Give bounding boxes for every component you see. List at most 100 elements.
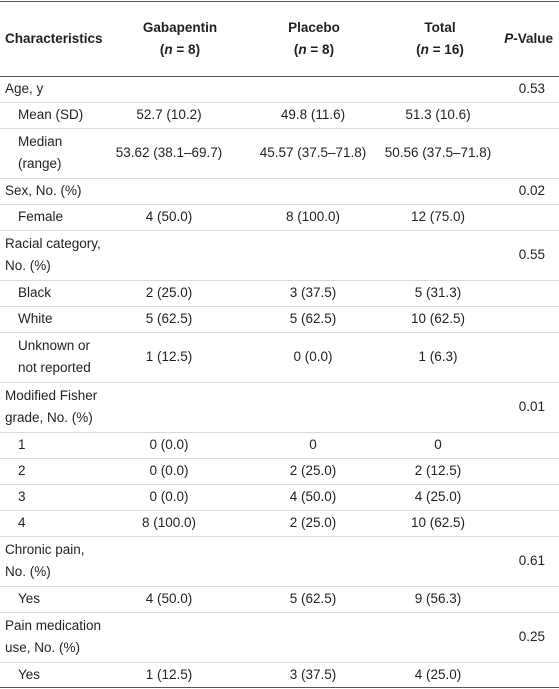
value-cell: 49.8 (11.6) <box>223 102 403 128</box>
value-cell: 50.56 (37.5–71.8) <box>348 128 528 178</box>
text: 5 (31.3) <box>414 285 462 300</box>
value-cell: 4 (25.0) <box>348 662 528 688</box>
value-cell: 12 (75.0) <box>348 204 528 230</box>
row-rule <box>0 662 559 663</box>
row-rule <box>0 382 559 383</box>
text: Modified Fisher <box>5 388 98 403</box>
text: 50.56 (37.5–71.8) <box>384 145 492 160</box>
row-label: Female <box>18 204 63 230</box>
text: 45.57 (37.5–71.8) <box>259 145 367 160</box>
text: 1 (6.3) <box>418 349 458 364</box>
text: 52.7 (10.2) <box>136 107 202 122</box>
value-cell: 1 (6.3) <box>348 332 528 382</box>
table-row: 1 0 (0.0) 0 0 <box>0 432 559 458</box>
row-rule <box>0 432 559 433</box>
text: = 16) <box>428 42 464 57</box>
table-row: Sex, No. (%) 0.02 <box>0 178 559 204</box>
bottom-rule <box>0 687 559 688</box>
text: -Value <box>513 31 553 46</box>
value-cell: 2 (12.5) <box>348 458 528 484</box>
label-line: Median <box>18 131 62 153</box>
text: 4 (50.0) <box>145 209 193 224</box>
table-row: Female 4 (50.0) 8 (100.0) 12 (75.0) <box>0 204 559 230</box>
text: not reported <box>18 360 91 375</box>
text: 4 (25.0) <box>414 489 462 504</box>
text: 5 (62.5) <box>289 311 337 326</box>
value-cell: 0 (0.0) <box>223 332 403 382</box>
row-rule <box>0 536 559 537</box>
row-rule <box>0 458 559 459</box>
header-cell: Total (n = 16) <box>350 4 530 74</box>
text: Placebo <box>288 20 340 35</box>
value-cell: 0 <box>223 432 403 458</box>
text: No. (%) <box>5 564 51 579</box>
label-line: Female <box>18 206 63 228</box>
p-value: 0.25 <box>519 612 545 662</box>
p-value: 0.01 <box>519 382 545 432</box>
row-rule <box>0 484 559 485</box>
value-cell: 4 (50.0) <box>79 204 259 230</box>
text: 10 (62.5) <box>410 515 466 530</box>
value-cell: 1 (12.5) <box>79 662 259 688</box>
p-value: 0.55 <box>519 230 545 280</box>
text: 2 <box>18 463 26 478</box>
label-line: White <box>18 308 53 330</box>
row-label: Yes <box>18 662 40 688</box>
text: P <box>504 31 514 46</box>
text: Unknown or <box>18 338 91 353</box>
text: Pain medication <box>5 618 102 633</box>
label-line: use, No. (%) <box>5 637 80 659</box>
text: 3 (37.5) <box>289 285 337 300</box>
text: 10 (62.5) <box>410 311 466 326</box>
value-cell: 45.57 (37.5–71.8) <box>223 128 403 178</box>
text: Black <box>18 285 52 300</box>
text: 0 <box>434 437 442 452</box>
top-rule <box>0 1 559 2</box>
header-cell: Gabapentin (n = 8) <box>90 4 270 74</box>
value-cell: 5 (62.5) <box>223 306 403 332</box>
label-line: Racial category, <box>5 233 101 255</box>
text: Chronic pain, <box>5 542 85 557</box>
text: = 8) <box>172 42 201 57</box>
label-line: Yes <box>18 664 40 686</box>
text: 3 <box>18 489 26 504</box>
text: 0 (0.0) <box>149 437 189 452</box>
table-row: White 5 (62.5) 5 (62.5) 10 (62.5) <box>0 306 559 332</box>
header-cell: Characteristics <box>5 4 103 74</box>
value-cell: 8 (100.0) <box>223 204 403 230</box>
text: Mean (SD) <box>18 107 84 122</box>
label-line: 4 <box>18 512 26 534</box>
text: n <box>420 42 429 57</box>
header-cell: Placebo (n = 8) <box>224 4 404 74</box>
text: 53.62 (38.1–69.7) <box>115 145 223 160</box>
text: Yes <box>18 591 41 606</box>
label-line: Chronic pain, <box>5 539 85 561</box>
header-row: Characteristics Gabapentin (n = 8) Placebo(… <box>0 4 559 74</box>
text: ( <box>416 42 421 57</box>
header-line: Placebo <box>288 17 340 39</box>
text: Characteristics <box>5 31 103 46</box>
row-label: Chronic pain, No. (%) <box>5 536 85 586</box>
row-rule <box>0 280 559 281</box>
row-label: Pain medication use, No. (%) <box>5 612 101 662</box>
row-label: Sex, No. (%) <box>5 178 82 204</box>
table-row: Chronic pain, No. (%) 0.61 <box>0 536 559 586</box>
header-cell: P-Value <box>504 4 553 74</box>
text: 8 (100.0) <box>285 209 341 224</box>
text: use, No. (%) <box>5 640 81 655</box>
value-cell: 0 (0.0) <box>79 432 259 458</box>
text: 2 (25.0) <box>289 515 337 530</box>
row-rule <box>0 306 559 307</box>
table-row: Racial category, No. (%) 0.55 <box>0 230 559 280</box>
text: 0 (0.0) <box>149 489 189 504</box>
row-label: Racial category, No. (%) <box>5 230 101 280</box>
text: 4 <box>18 515 26 530</box>
value-cell: 0 (0.0) <box>79 458 259 484</box>
value-cell: 4 (25.0) <box>348 484 528 510</box>
row-rule <box>0 230 559 231</box>
row-rule <box>0 586 559 587</box>
value-cell: 53.62 (38.1–69.7) <box>79 128 259 178</box>
table-row: 4 8 (100.0) 2 (25.0) 10 (62.5) <box>0 510 559 536</box>
text: n <box>298 42 307 57</box>
label-line: not reported <box>18 357 91 379</box>
